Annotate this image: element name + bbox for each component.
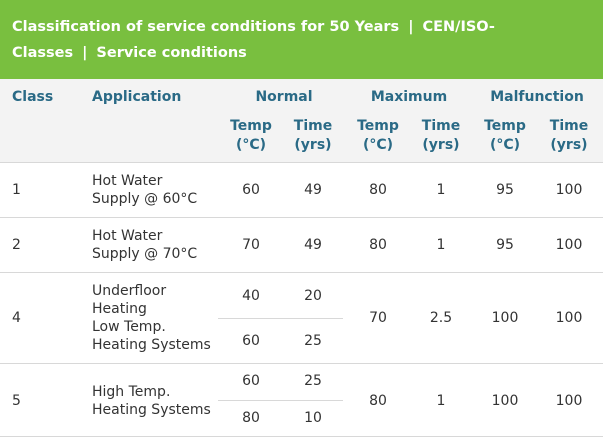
row4-mal-time: 100 [555,393,583,409]
header-normal: Normal [255,89,313,105]
row3-mal-time: 100 [555,310,583,326]
row3-normal-time-a: 20 [304,288,322,304]
row2-normal-temp: 70 [242,237,260,253]
row-divider [0,436,603,437]
row3-class: 4 [12,310,21,326]
row2-mal-temp: 95 [496,237,514,253]
row3-max-temp: 70 [369,310,387,326]
title-service-conditions: Service conditions [96,45,247,61]
row4-normal-time-b: 10 [304,410,322,426]
title-separator: | [408,19,414,35]
row1-mal-time: 100 [555,182,583,198]
header-application: Application [92,89,182,105]
row2-max-time: 1 [436,237,446,253]
subrow-divider [218,318,343,319]
row1-normal-temp: 60 [242,182,260,198]
row-divider [0,363,603,364]
row3-normal-temp-b: 60 [242,333,260,349]
row4-normal-temp-a: 60 [242,373,260,389]
header-mal-time: Time (yrs) [549,118,589,153]
row1-mal-temp: 95 [496,182,514,198]
row2-class: 2 [12,237,21,253]
row4-class: 5 [12,393,21,409]
table-header [0,79,603,163]
header-max-time: Time (yrs) [421,118,461,153]
title-main: Classification of service conditions for… [12,19,400,35]
row4-max-temp: 80 [369,393,387,409]
row-divider [0,272,603,273]
row3-application: Underfloor Heating Low Temp. Heating System… [92,283,211,353]
header-max-temp: Temp (°C) [357,118,399,153]
row4-normal-temp-b: 80 [242,410,260,426]
table-title-banner: Classification of service conditions for… [0,0,603,79]
row1-application: Hot Water Supply @ 60°C [92,173,198,207]
row1-class: 1 [12,182,21,198]
row2-mal-time: 100 [555,237,583,253]
row3-normal-time-b: 25 [304,333,322,349]
row2-normal-time: 49 [304,237,322,253]
row4-normal-time-a: 25 [304,373,322,389]
row4-max-time: 1 [436,393,446,409]
row3-mal-temp: 100 [491,310,519,326]
subrow-divider [218,400,343,401]
row2-application: Hot Water Supply @ 70°C [92,228,198,262]
row2-max-temp: 80 [369,237,387,253]
row3-max-time: 2.5 [429,310,453,326]
row1-max-temp: 80 [369,182,387,198]
row-divider [0,217,603,218]
row1-max-time: 1 [436,182,446,198]
title-classes: CEN/ISO-Classes [12,19,495,61]
header-normal-time: Time (yrs) [293,118,333,153]
header-mal-temp: Temp (°C) [484,118,526,153]
header-normal-temp: Temp (°C) [230,118,272,153]
title-separator: | [82,45,88,61]
header-malfunction: Malfunction [490,89,584,105]
row4-mal-temp: 100 [491,393,519,409]
row3-normal-temp-a: 40 [242,288,260,304]
header-maximum: Maximum [370,89,448,105]
row1-normal-time: 49 [304,182,322,198]
row4-application: High Temp. Heating Systems [92,384,211,418]
header-class: Class [12,89,54,105]
